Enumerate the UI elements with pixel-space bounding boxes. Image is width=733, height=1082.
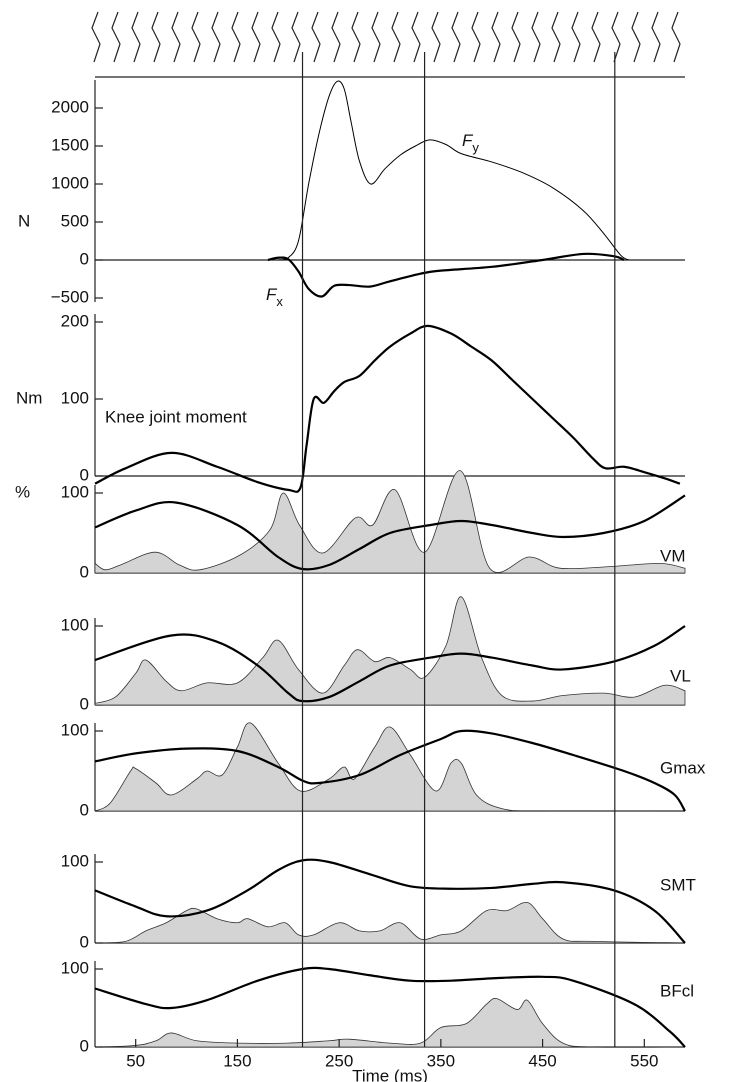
y-tick-label: 0	[80, 249, 89, 268]
emg-area	[94, 998, 686, 1048]
emg-area	[94, 722, 686, 812]
stick-figure	[511, 11, 521, 63]
y-tick-label: 100	[61, 615, 89, 634]
stick-figure	[291, 11, 301, 63]
stick-figure	[531, 11, 541, 63]
y-tick-label: 100	[61, 720, 89, 739]
y-tick-label: 100	[61, 388, 89, 407]
y-tick-label: 1500	[51, 135, 89, 154]
series-label-main: F	[266, 285, 278, 304]
x-tick-label: 450	[528, 1051, 556, 1070]
stick-figure	[211, 11, 221, 63]
emg-area	[94, 902, 686, 944]
y-tick-label: 0	[80, 1036, 89, 1055]
y-axis-label: Nm	[16, 388, 42, 407]
series-label-main: F	[462, 131, 474, 150]
stick-figure	[251, 11, 261, 63]
y-tick-label: 100	[61, 482, 89, 501]
stick-figure	[371, 11, 381, 63]
y-tick-label: 200	[61, 311, 89, 330]
y-tick-label: 2000	[51, 97, 89, 116]
panel-label: SMT	[660, 875, 696, 894]
stick-figure	[111, 11, 121, 63]
y-axis-label: N	[18, 211, 30, 230]
stick-figure	[131, 11, 141, 63]
series-label: Fx	[266, 285, 283, 309]
x-tick-label: 150	[223, 1051, 251, 1070]
y-tick-label: 0	[80, 465, 89, 484]
stick-figure	[471, 11, 481, 63]
annotation: Knee joint moment	[105, 407, 247, 426]
curve	[267, 252, 625, 298]
curve	[94, 494, 686, 571]
panel-label: VM	[660, 546, 686, 565]
stick-figure	[411, 11, 421, 63]
stick-figure	[431, 11, 441, 63]
y-tick-label: 500	[61, 211, 89, 230]
stick-figure	[311, 11, 321, 63]
x-tick-label: 250	[325, 1051, 353, 1070]
x-tick-label: 550	[630, 1051, 658, 1070]
series-label-sub: x	[276, 294, 283, 309]
stick-figure	[491, 11, 501, 63]
stick-figure	[631, 11, 641, 63]
stick-figure	[351, 11, 361, 63]
x-axis-label: Time (ms)	[352, 1066, 428, 1082]
stick-figure	[331, 11, 341, 63]
emg-area	[94, 596, 686, 706]
curve	[94, 625, 686, 703]
stick-figure	[151, 11, 161, 63]
stick-figure	[611, 11, 621, 63]
stick-figure	[191, 11, 201, 63]
emg-area	[94, 470, 686, 574]
stick-figure	[91, 11, 101, 63]
stick-figure	[651, 11, 661, 63]
curve	[94, 858, 686, 944]
y-tick-label: 1000	[51, 173, 89, 192]
stick-figure	[171, 11, 181, 63]
curve	[94, 324, 681, 493]
series-label: Fy	[462, 131, 479, 155]
stick-figure	[591, 11, 601, 63]
stick-figure	[551, 11, 561, 63]
y-tick-label: 0	[80, 932, 89, 951]
x-tick-label: 350	[427, 1051, 455, 1070]
curve	[94, 729, 686, 812]
y-tick-label: 0	[80, 694, 89, 713]
series-label-sub: y	[472, 140, 479, 155]
curve	[94, 966, 686, 1048]
y-tick-label: 0	[80, 562, 89, 581]
panel-label: BFcl	[660, 981, 694, 1000]
panel-label: VL	[670, 666, 691, 685]
stick-figure	[231, 11, 241, 63]
y-axis-label: %	[15, 482, 30, 501]
curve	[277, 80, 630, 261]
stick-figure	[671, 11, 681, 63]
stick-figure	[271, 11, 281, 63]
stick-figure	[451, 11, 461, 63]
y-tick-label: 100	[61, 851, 89, 870]
y-tick-label: −500	[51, 287, 89, 306]
y-tick-label: 100	[61, 958, 89, 977]
stick-figure	[571, 11, 581, 63]
panel-label: Gmax	[660, 758, 706, 777]
y-tick-label: 0	[80, 800, 89, 819]
stick-figure	[391, 11, 401, 63]
x-tick-label: 50	[126, 1051, 145, 1070]
